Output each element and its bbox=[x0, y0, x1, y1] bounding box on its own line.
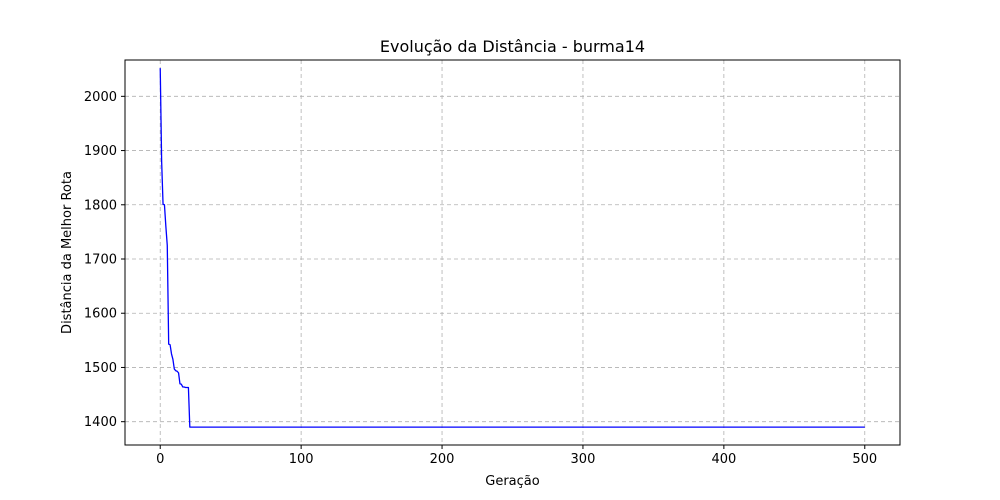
chart-title: Evolução da Distância - burma14 bbox=[380, 37, 645, 56]
y-tick-label: 1500 bbox=[84, 361, 117, 376]
series-line bbox=[159, 68, 865, 428]
x-tick-label: 500 bbox=[852, 452, 877, 467]
y-axis: 1400 1500 1600 1700 1800 1900 2000 bbox=[84, 90, 125, 430]
y-tick-label: 1400 bbox=[84, 415, 117, 430]
x-tick-label: 400 bbox=[711, 452, 736, 467]
y-axis-title: Distância da Melhor Rota bbox=[60, 171, 75, 334]
x-tick-label: 0 bbox=[156, 452, 164, 467]
x-axis-title: Geração bbox=[485, 474, 539, 489]
x-tick-label: 100 bbox=[289, 452, 314, 467]
plot-lines bbox=[159, 68, 865, 428]
y-tick-label: 1800 bbox=[84, 198, 117, 213]
y-tick-label: 2000 bbox=[84, 90, 117, 105]
y-tick-label: 1700 bbox=[84, 253, 117, 268]
y-tick-label: 1600 bbox=[84, 307, 117, 322]
grid bbox=[125, 60, 900, 445]
x-tick-label: 200 bbox=[430, 452, 455, 467]
x-axis: 0 100 200 300 400 500 bbox=[156, 445, 877, 467]
y-tick-label: 1900 bbox=[84, 144, 117, 159]
x-tick-label: 300 bbox=[571, 452, 596, 467]
plot-frame bbox=[124, 59, 901, 446]
